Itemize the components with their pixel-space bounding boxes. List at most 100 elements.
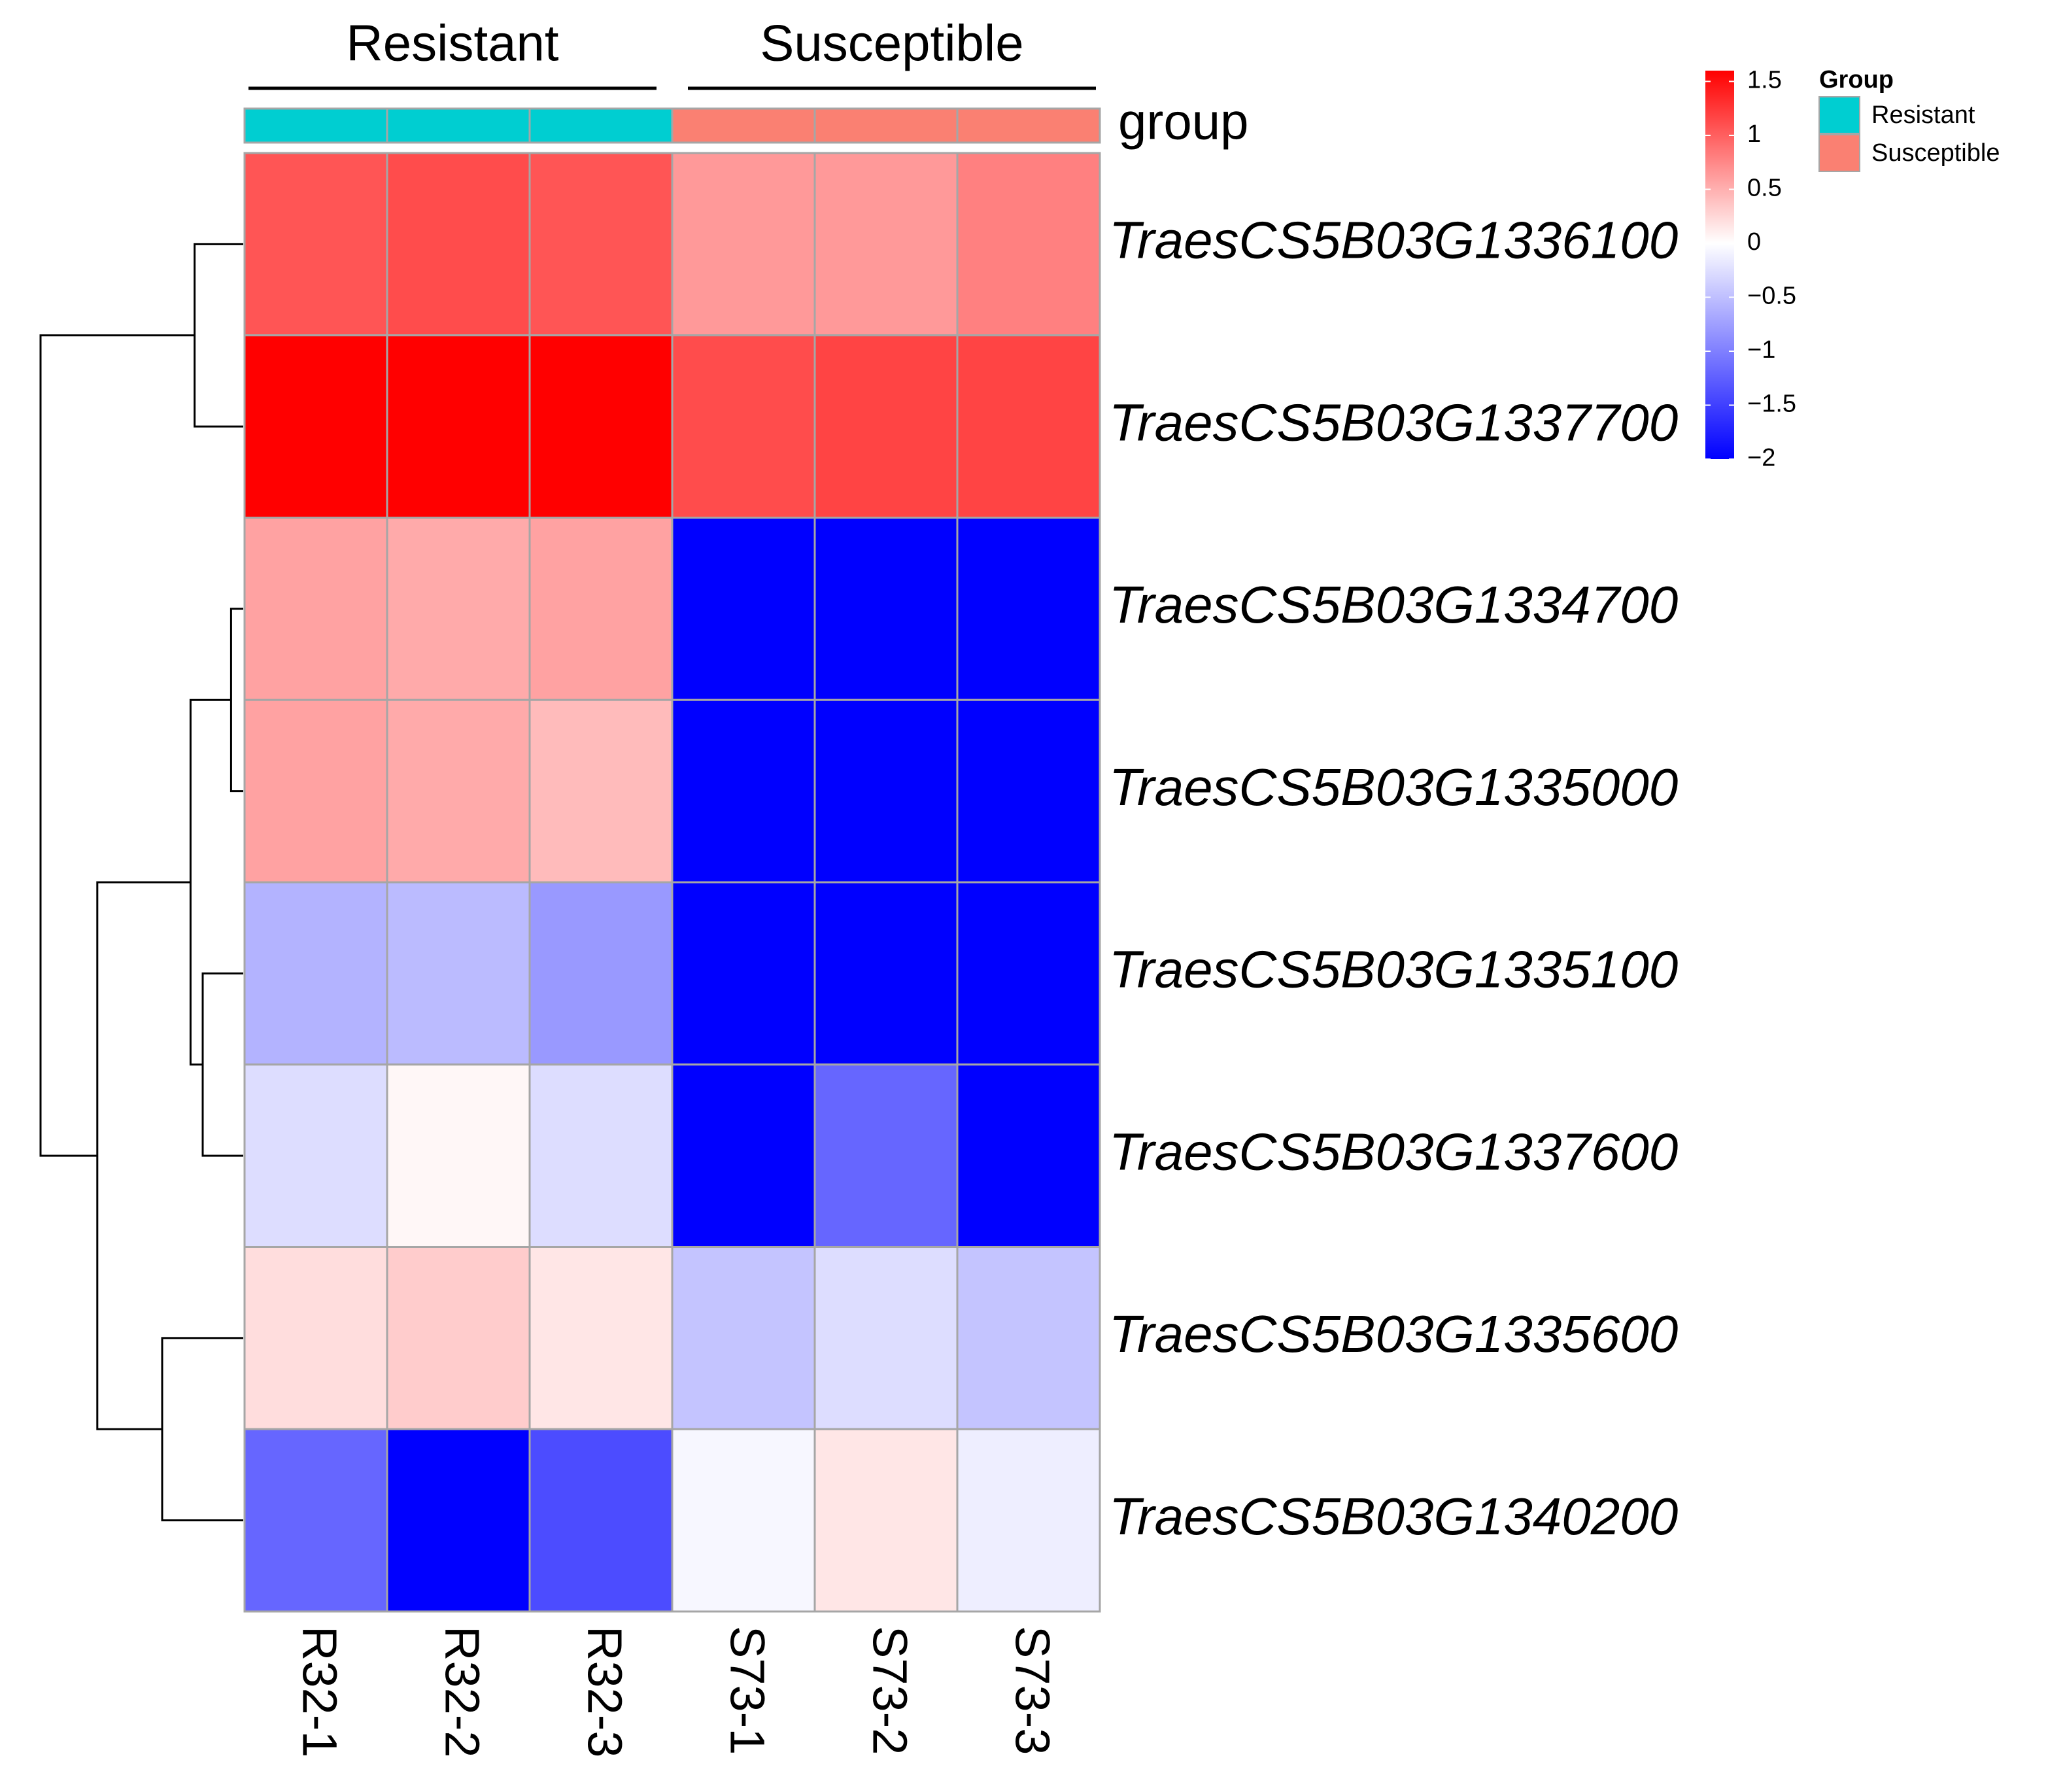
heatmap-cell — [243, 1063, 388, 1248]
dendrogram-branch — [230, 608, 243, 793]
column-labels: R32-1 R32-2 R32-3 S73-1 S73-2 S73-3 — [292, 1626, 1059, 1758]
heatmap-cell — [813, 517, 959, 701]
group-track-cell — [671, 107, 816, 144]
row-label: TraesCS5B03G1335100 — [1109, 940, 1678, 999]
dendrogram-branch — [201, 972, 243, 1157]
heatmap-cell — [243, 152, 388, 337]
heatmap-cell — [956, 881, 1101, 1066]
heatmap-cell — [956, 1063, 1101, 1248]
row-label: TraesCS5B03G1334700 — [1109, 576, 1678, 634]
heatmap-cell — [386, 334, 531, 519]
legend-entry-label: Resistant — [1871, 101, 1975, 129]
heatmap-cell — [671, 881, 816, 1066]
group-track-cell — [243, 107, 388, 144]
group-legend: Group Resistant Susceptible — [1818, 66, 2000, 172]
row-dendrogram — [39, 243, 243, 1522]
row-label: TraesCS5B03G1335600 — [1109, 1305, 1678, 1363]
row-labels: TraesCS5B03G1336100 TraesCS5B03G1337700 Tr… — [1109, 211, 1678, 1545]
heatmap-cell — [528, 1246, 674, 1430]
column-label: S73-1 — [720, 1626, 774, 1755]
heatmap-cell — [243, 698, 388, 884]
heatmap-cell — [386, 517, 531, 701]
column-label: R32-1 — [292, 1626, 347, 1758]
column-label: R32-2 — [435, 1626, 489, 1758]
heatmap-cell — [243, 1428, 388, 1613]
row-label: TraesCS5B03G1335000 — [1109, 758, 1678, 816]
heatmap-cell — [528, 881, 674, 1066]
colorbar: 1.5 1 0.5 0 −0.5 −1 −1.5 −2 — [1705, 67, 1796, 472]
heatmap-cell — [813, 334, 959, 519]
group-track-label: group — [1118, 93, 1249, 150]
group-track-cell — [956, 107, 1101, 144]
heatmap-cell — [528, 698, 674, 884]
colorbar-tick-label: −1 — [1747, 336, 1775, 364]
heatmap-cell — [671, 1428, 816, 1613]
colorbar-gradient — [1705, 71, 1734, 459]
legend-swatch — [1818, 96, 1860, 134]
heatmap-cell — [386, 152, 531, 337]
colorbar-tick-label: 1.5 — [1747, 67, 1782, 94]
heatmap-cell — [671, 334, 816, 519]
heatmap-cell — [528, 334, 674, 519]
heatmap-cell — [813, 152, 959, 337]
heatmap-cell — [243, 517, 388, 701]
heatmap-cell — [386, 881, 531, 1066]
heatmap-cell — [528, 517, 674, 701]
heatmap-cell — [528, 152, 674, 337]
heatmap-cell — [243, 881, 388, 1066]
heatmap-cell — [671, 517, 816, 701]
row-label: TraesCS5B03G1336100 — [1109, 211, 1678, 269]
group-track-cell — [386, 107, 531, 144]
heatmap-cell — [956, 1246, 1101, 1430]
heatmap-cell — [671, 1063, 816, 1248]
heatmap-cell — [671, 152, 816, 337]
heatmap-cells — [243, 152, 1101, 1613]
colorbar-tick-label: 0 — [1747, 228, 1761, 256]
heatmap-cell — [386, 1063, 531, 1248]
dendrogram-branch — [189, 698, 231, 1066]
group-track-cell — [813, 107, 959, 144]
legend-swatch — [1818, 134, 1860, 172]
colorbar-tick-label: −0.5 — [1747, 283, 1796, 310]
heatmap-cell — [956, 698, 1101, 884]
column-label: S73-2 — [862, 1626, 917, 1755]
colorbar-tick-label: −1.5 — [1747, 390, 1796, 418]
colorbar-tick-label: 0.5 — [1747, 175, 1782, 202]
row-label: TraesCS5B03G1337600 — [1109, 1122, 1678, 1180]
heatmap-cell — [671, 1246, 816, 1430]
group-track-cell — [528, 107, 674, 144]
dendrogram-branch — [161, 1337, 243, 1522]
legend-title: Group — [1819, 66, 1894, 94]
heatmap-cell — [243, 334, 388, 519]
heatmap-cell — [386, 698, 531, 884]
heatmap-cell — [671, 698, 816, 884]
heatmap-cell — [813, 698, 959, 884]
row-label: TraesCS5B03G1340200 — [1109, 1487, 1678, 1545]
heatmap-cell — [956, 1428, 1101, 1613]
heatmap-cell — [956, 517, 1101, 701]
heatmap-cell — [813, 1063, 959, 1248]
row-label: TraesCS5B03G1337700 — [1109, 393, 1678, 451]
column-label: R32-3 — [577, 1626, 632, 1758]
heatmap-cell — [813, 881, 959, 1066]
group-headers: Resistant Susceptible — [248, 14, 1096, 90]
group-header-label: Resistant — [346, 14, 558, 72]
heatmap-cell — [813, 1428, 959, 1613]
dendrogram-branch — [39, 334, 195, 1157]
heatmap-cell — [386, 1428, 531, 1613]
heatmap-cell — [813, 1246, 959, 1430]
group-header-label: Susceptible — [760, 14, 1023, 72]
group-annotation-track: group — [243, 93, 1249, 150]
colorbar-tick-label: −2 — [1747, 444, 1775, 472]
heatmap-cell — [528, 1063, 674, 1248]
dendrogram-branch — [194, 243, 243, 428]
heatmap-cell — [243, 1246, 388, 1430]
legend-entry-label: Susceptible — [1871, 139, 2000, 167]
colorbar-tick-label: 1 — [1747, 120, 1761, 148]
heatmap-cell — [386, 1246, 531, 1430]
heatmap-cell — [528, 1428, 674, 1613]
column-label: S73-3 — [1005, 1626, 1059, 1755]
heatmap-cell — [956, 152, 1101, 337]
dendrogram-branch — [96, 881, 191, 1430]
